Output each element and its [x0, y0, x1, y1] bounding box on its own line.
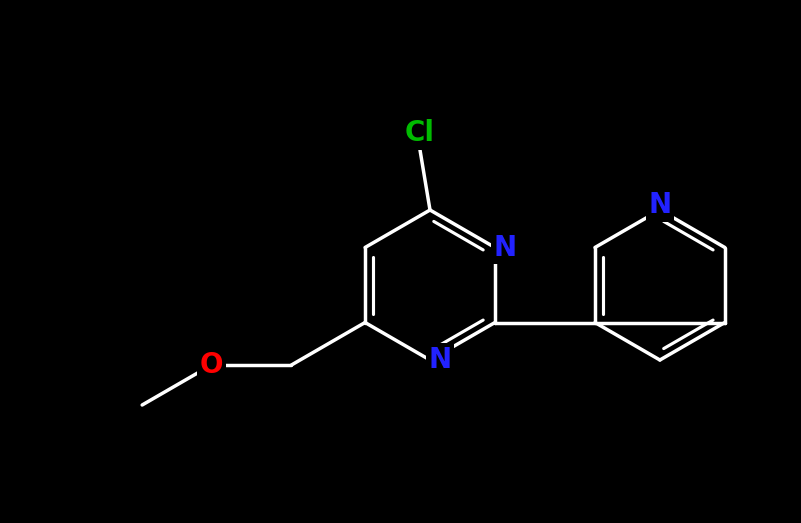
- Text: Cl: Cl: [405, 119, 435, 147]
- Text: N: N: [429, 346, 452, 374]
- Text: O: O: [199, 351, 223, 379]
- Text: N: N: [493, 233, 517, 262]
- Text: N: N: [648, 191, 671, 219]
